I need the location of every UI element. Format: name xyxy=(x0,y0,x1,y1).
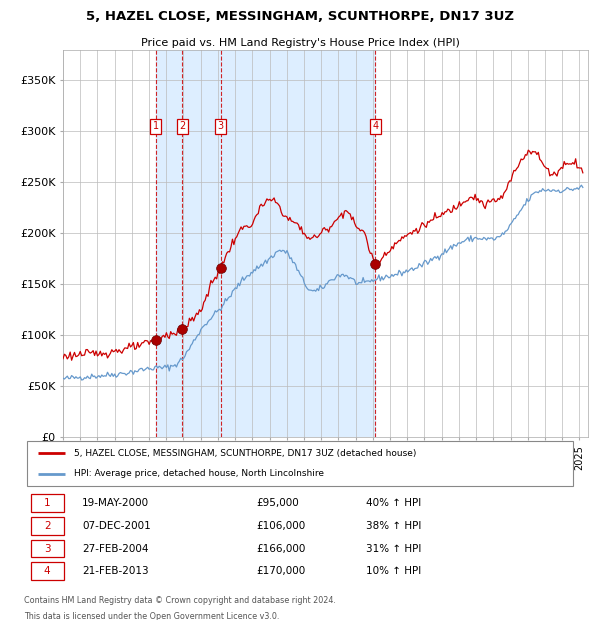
Text: 3: 3 xyxy=(44,544,50,554)
FancyBboxPatch shape xyxy=(31,517,64,535)
Text: Contains HM Land Registry data © Crown copyright and database right 2024.: Contains HM Land Registry data © Crown c… xyxy=(24,596,336,606)
Text: 07-DEC-2001: 07-DEC-2001 xyxy=(82,521,151,531)
Bar xyxy=(155,50,375,437)
Text: This data is licensed under the Open Government Licence v3.0.: This data is licensed under the Open Gov… xyxy=(24,612,280,620)
FancyBboxPatch shape xyxy=(31,539,64,557)
Text: 19-MAY-2000: 19-MAY-2000 xyxy=(82,498,149,508)
FancyBboxPatch shape xyxy=(31,562,64,580)
Text: HPI: Average price, detached house, North Lincolnshire: HPI: Average price, detached house, Nort… xyxy=(74,469,323,478)
Text: 4: 4 xyxy=(44,566,50,576)
Text: £106,000: £106,000 xyxy=(256,521,305,531)
Text: 21-FEB-2013: 21-FEB-2013 xyxy=(82,566,149,576)
Text: 38% ↑ HPI: 38% ↑ HPI xyxy=(366,521,422,531)
Text: 5, HAZEL CLOSE, MESSINGHAM, SCUNTHORPE, DN17 3UZ: 5, HAZEL CLOSE, MESSINGHAM, SCUNTHORPE, … xyxy=(86,11,514,23)
Text: 10% ↑ HPI: 10% ↑ HPI xyxy=(366,566,421,576)
Text: 40% ↑ HPI: 40% ↑ HPI xyxy=(366,498,421,508)
Text: £170,000: £170,000 xyxy=(256,566,305,576)
FancyBboxPatch shape xyxy=(27,441,573,486)
Text: 2: 2 xyxy=(179,121,185,131)
Text: 3: 3 xyxy=(218,121,224,131)
Text: 31% ↑ HPI: 31% ↑ HPI xyxy=(366,544,422,554)
FancyBboxPatch shape xyxy=(31,494,64,512)
Text: 1: 1 xyxy=(152,121,158,131)
Text: 4: 4 xyxy=(372,121,379,131)
Text: 5, HAZEL CLOSE, MESSINGHAM, SCUNTHORPE, DN17 3UZ (detached house): 5, HAZEL CLOSE, MESSINGHAM, SCUNTHORPE, … xyxy=(74,449,416,458)
Text: 2: 2 xyxy=(44,521,50,531)
Text: £95,000: £95,000 xyxy=(256,498,299,508)
Text: Price paid vs. HM Land Registry's House Price Index (HPI): Price paid vs. HM Land Registry's House … xyxy=(140,38,460,48)
Text: £166,000: £166,000 xyxy=(256,544,305,554)
Text: 27-FEB-2004: 27-FEB-2004 xyxy=(82,544,148,554)
Text: 1: 1 xyxy=(44,498,50,508)
